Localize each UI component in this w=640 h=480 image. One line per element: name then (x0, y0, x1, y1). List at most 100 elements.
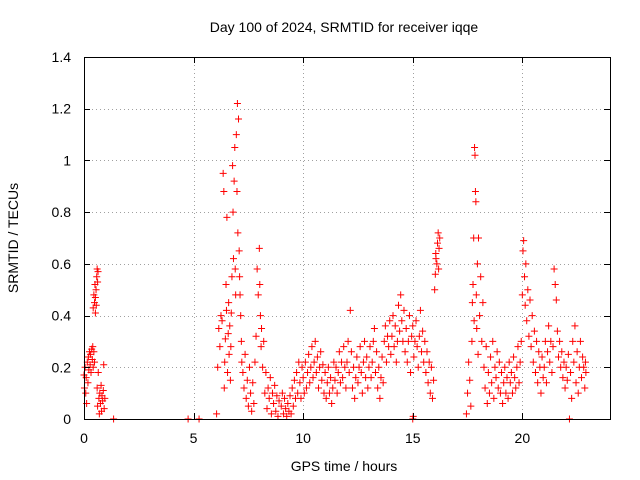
data-point (405, 312, 413, 320)
data-point (547, 337, 555, 345)
data-point (435, 244, 443, 252)
data-point (304, 368, 312, 376)
data-point (581, 358, 589, 366)
y-tick-label: 0.6 (52, 256, 72, 272)
data-point (471, 151, 479, 159)
data-point (354, 379, 362, 387)
data-point (233, 187, 241, 195)
data-point (527, 343, 535, 351)
plot-frame (84, 57, 611, 420)
data-point (392, 358, 400, 366)
data-point (97, 381, 105, 389)
data-point (225, 350, 233, 358)
data-point (278, 389, 286, 397)
data-point (288, 384, 296, 392)
data-point (548, 368, 556, 376)
data-point (514, 343, 522, 351)
data-point (375, 363, 383, 371)
data-point (563, 376, 571, 384)
data-point (542, 379, 550, 387)
data-point (500, 379, 508, 387)
data-point (376, 394, 384, 402)
data-point (519, 247, 527, 255)
data-point (267, 410, 275, 418)
data-point (220, 384, 228, 392)
data-point (259, 363, 267, 371)
data-point (434, 229, 442, 237)
data-point (229, 162, 237, 170)
data-point (284, 399, 292, 407)
data-point (93, 273, 101, 281)
data-point (487, 353, 495, 361)
data-point (245, 363, 253, 371)
data-point (94, 278, 102, 286)
data-point (233, 100, 241, 108)
data-point (355, 363, 363, 371)
data-point (485, 389, 493, 397)
data-point (321, 368, 329, 376)
y-tick-label: 0.8 (52, 204, 72, 220)
data-point (424, 379, 432, 387)
data-point (252, 332, 260, 340)
data-point (230, 177, 238, 185)
data-point (395, 301, 403, 309)
data-point (335, 348, 343, 356)
data-point (323, 379, 331, 387)
data-point (468, 337, 476, 345)
data-point (264, 384, 272, 392)
data-point (408, 332, 416, 340)
data-point (290, 376, 298, 384)
data-point (378, 353, 386, 361)
data-point (476, 312, 484, 320)
data-point (494, 384, 502, 392)
data-point (516, 358, 524, 366)
data-point (241, 350, 249, 358)
data-point (253, 265, 261, 273)
data-point (526, 296, 534, 304)
data-point (369, 337, 377, 345)
data-point (307, 363, 315, 371)
data-point (82, 389, 90, 397)
data-point (488, 379, 496, 387)
data-point (101, 394, 109, 402)
data-point (569, 337, 577, 345)
data-point (396, 327, 404, 335)
data-point (484, 368, 492, 376)
data-point (260, 337, 268, 345)
data-point (262, 368, 270, 376)
data-point (336, 379, 344, 387)
data-point (239, 368, 247, 376)
data-point (388, 332, 396, 340)
data-point (379, 379, 387, 387)
data-point (232, 131, 240, 139)
data-point (559, 374, 567, 382)
data-point (237, 312, 245, 320)
data-point (318, 376, 326, 384)
data-point (91, 358, 99, 366)
data-point (100, 361, 108, 369)
data-point (545, 322, 553, 330)
data-point (529, 358, 537, 366)
data-point (275, 397, 283, 405)
data-point (489, 337, 497, 345)
data-point (478, 337, 486, 345)
data-point (472, 291, 480, 299)
data-point (549, 343, 557, 351)
data-point (515, 379, 523, 387)
data-point (434, 239, 442, 247)
data-point (342, 384, 350, 392)
data-point (235, 115, 243, 123)
data-point (414, 363, 422, 371)
data-point (352, 374, 360, 382)
data-point (231, 265, 239, 273)
data-point (582, 368, 590, 376)
axis-ticks (84, 57, 610, 420)
data-point (505, 358, 513, 366)
data-point (507, 368, 515, 376)
data-point (351, 394, 359, 402)
data-points (80, 100, 590, 423)
data-point (492, 374, 500, 382)
data-point (499, 399, 507, 407)
data-point (217, 312, 225, 320)
data-point (368, 358, 376, 366)
